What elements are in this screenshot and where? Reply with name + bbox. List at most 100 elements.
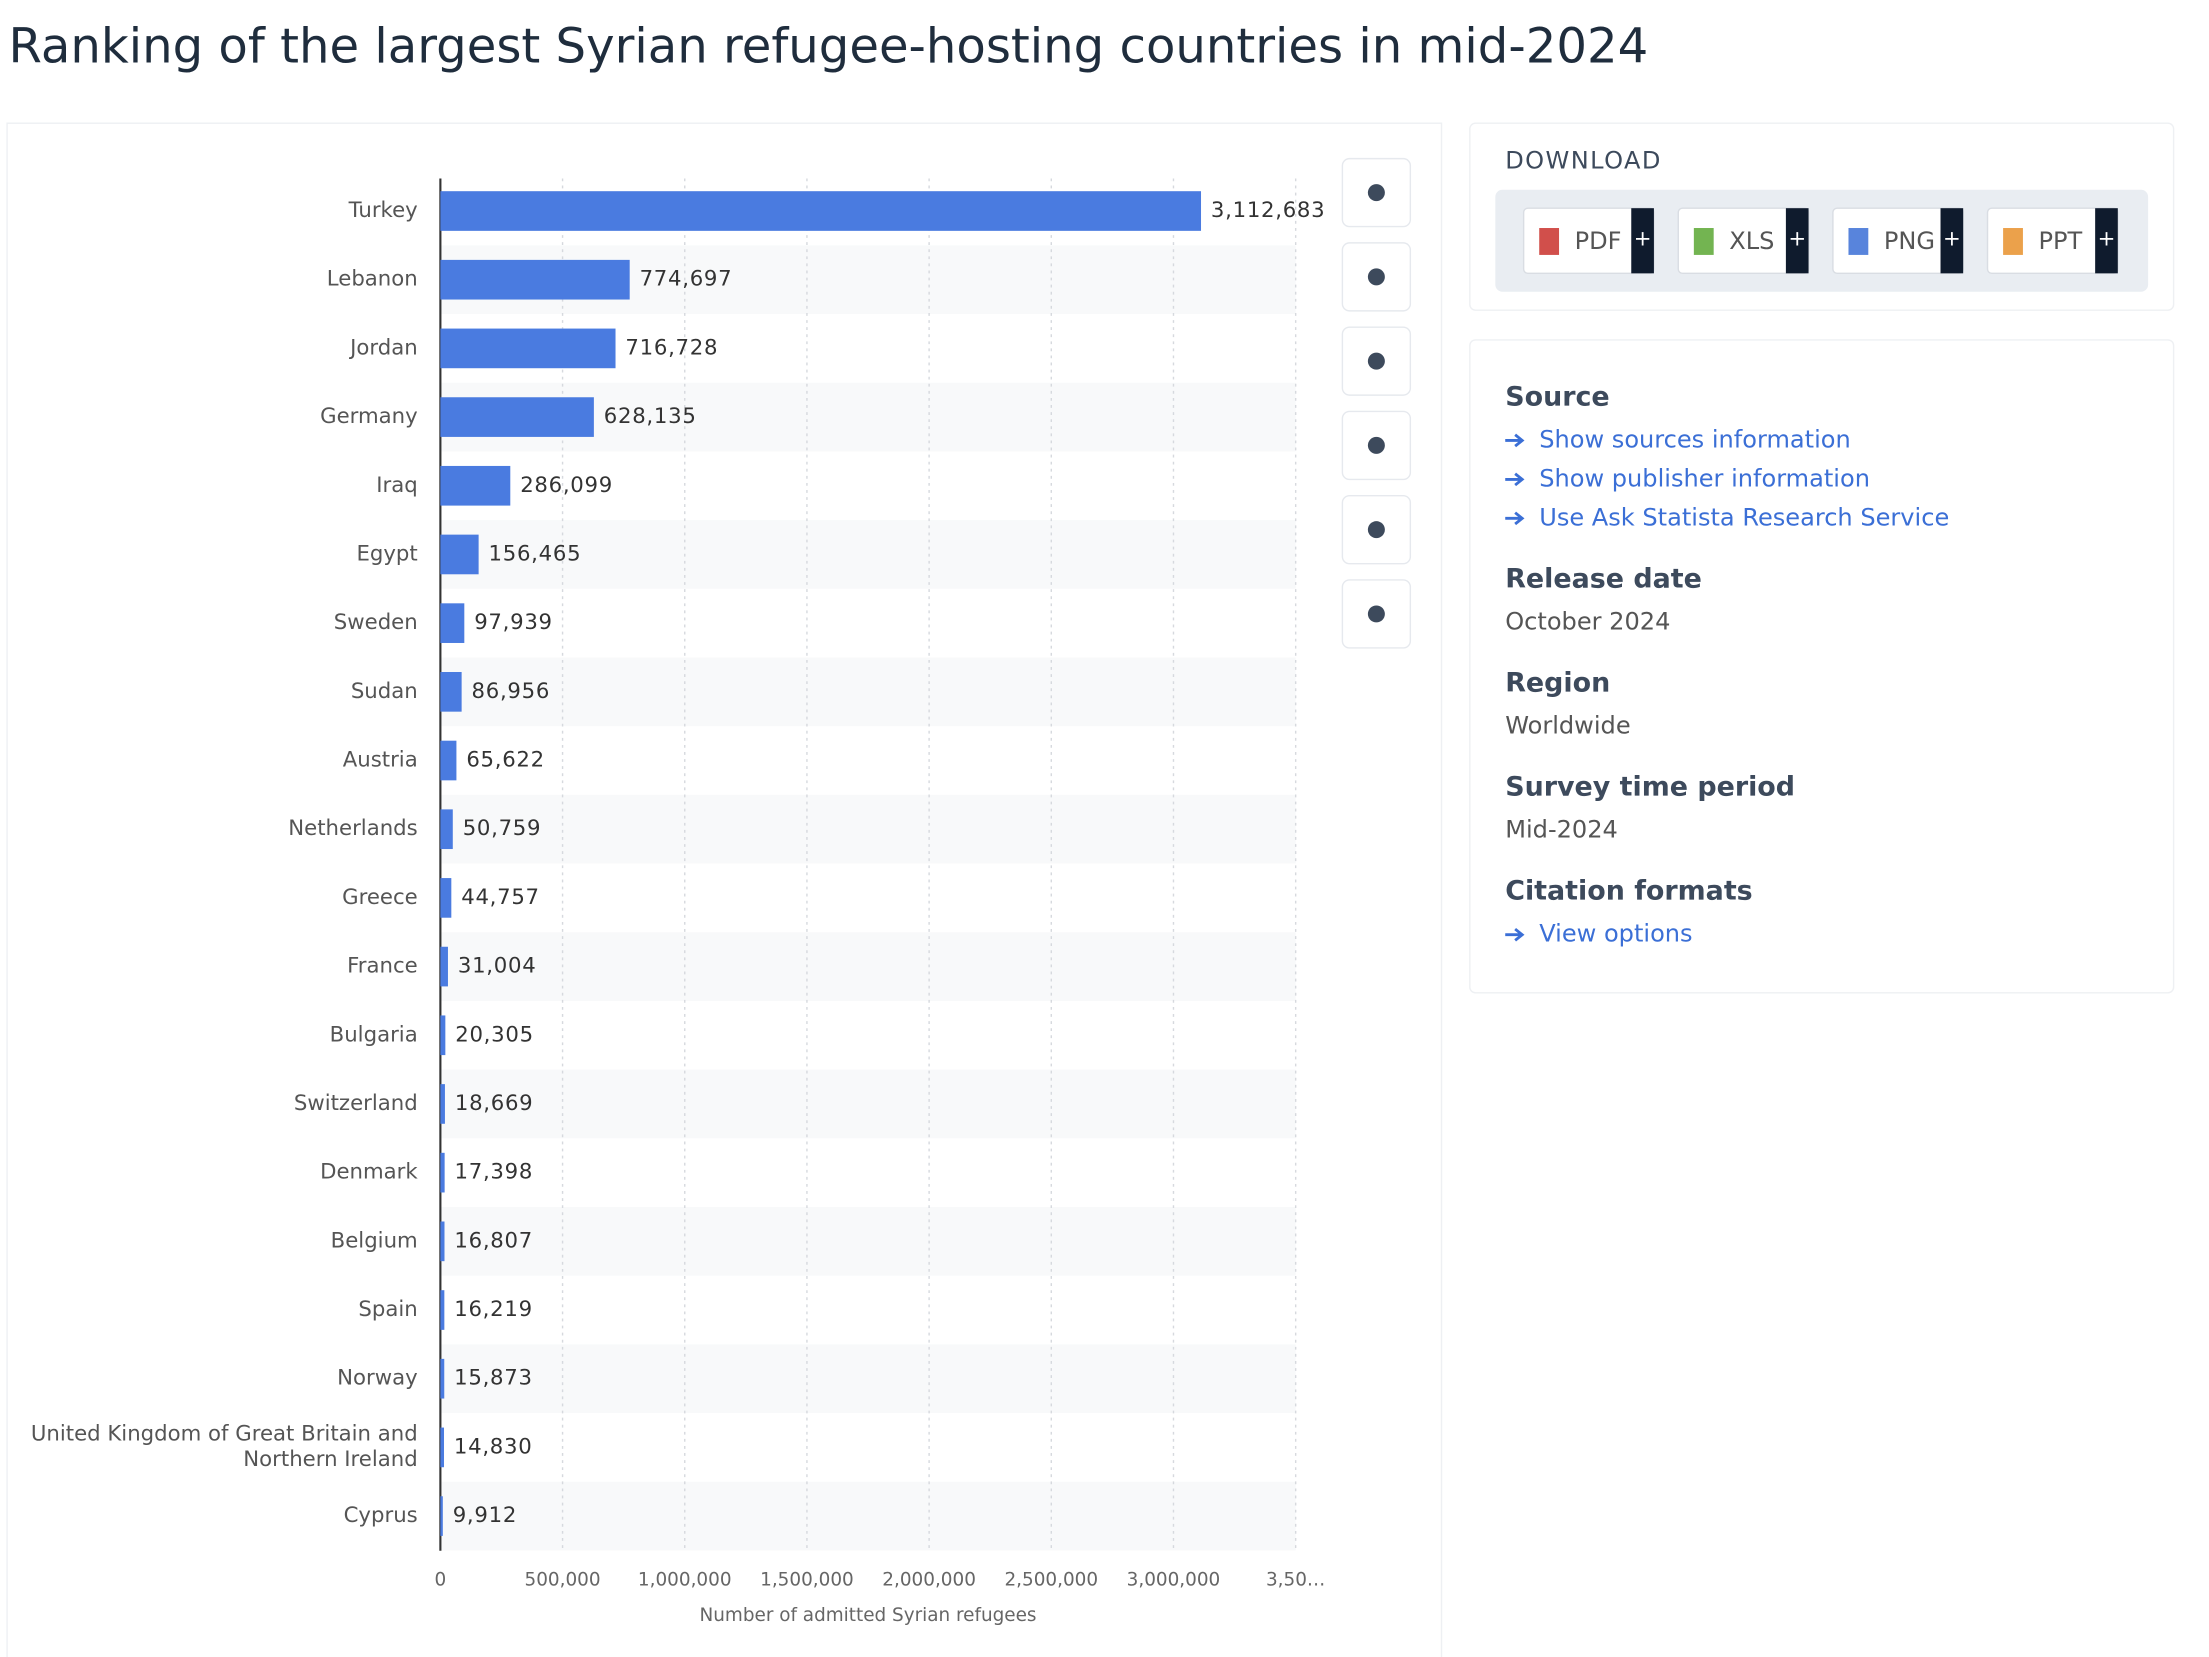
category-label: Germany xyxy=(320,404,418,429)
bar xyxy=(440,1290,445,1330)
link-arrow xyxy=(1505,511,1525,526)
detail-link[interactable]: Show sources information xyxy=(1539,425,1851,453)
detail-heading: Region xyxy=(1505,668,1610,699)
add-area xyxy=(1785,208,1809,274)
file-icon xyxy=(1848,228,1869,255)
category-label: France xyxy=(347,954,418,979)
row-stripe xyxy=(440,520,1296,589)
file-icon xyxy=(1539,228,1560,255)
category-label: Austria xyxy=(343,748,418,773)
detail-link[interactable]: View options xyxy=(1539,920,1692,948)
category-label: Sweden xyxy=(334,610,418,635)
detail-heading: Survey time period xyxy=(1505,772,1795,803)
category-label: Jordan xyxy=(348,335,418,360)
download-title: DOWNLOAD xyxy=(1505,146,1662,174)
bar xyxy=(440,809,453,850)
details-card xyxy=(1469,339,2175,994)
value-label: 16,219 xyxy=(454,1297,533,1322)
row-stripe xyxy=(440,1069,1296,1139)
format-label: PDF xyxy=(1575,227,1622,255)
value-label: 15,873 xyxy=(454,1366,533,1391)
bar xyxy=(440,672,462,712)
category-label: Iraq xyxy=(376,473,417,498)
value-label: 18,669 xyxy=(455,1091,534,1116)
detail-heading: Release date xyxy=(1505,563,1702,594)
add-area xyxy=(2095,208,2118,274)
value-label: 31,004 xyxy=(458,954,537,979)
category-label: Bulgaria xyxy=(330,1022,418,1047)
favorite-icon xyxy=(1367,184,1385,202)
file-icon xyxy=(2003,228,2023,255)
value-label: 97,939 xyxy=(474,610,553,635)
category-label: United Kingdom of Great Britain and North… xyxy=(31,1422,418,1472)
value-label: 774,697 xyxy=(640,267,733,292)
value-label: 17,398 xyxy=(455,1160,534,1185)
category-label: Egypt xyxy=(356,541,417,566)
row-stripe xyxy=(440,932,1296,1001)
link-arrow xyxy=(1505,927,1525,942)
bar xyxy=(440,946,448,987)
category-label: Netherlands xyxy=(288,816,417,841)
detail-text: Worldwide xyxy=(1505,712,1630,740)
bar xyxy=(440,1496,443,1536)
add-sign: + xyxy=(1634,226,1652,251)
value-label: 86,956 xyxy=(472,679,551,704)
value-label: 9,912 xyxy=(453,1503,517,1528)
bar xyxy=(440,465,511,506)
x-axis-label: Number of admitted Syrian refugees xyxy=(700,1605,1037,1626)
alert-icon xyxy=(1367,268,1385,286)
row-stripe xyxy=(440,1344,1296,1414)
add-sign: + xyxy=(1788,226,1806,251)
category-label: Spain xyxy=(358,1297,417,1322)
detail-text: October 2024 xyxy=(1505,607,1670,635)
value-label: 14,830 xyxy=(454,1434,533,1459)
value-label: 156,465 xyxy=(489,541,582,566)
format-label: PNG xyxy=(1884,227,1935,255)
x-tick-label: 2,500,000 xyxy=(1004,1570,1098,1591)
value-label: 44,757 xyxy=(461,885,540,910)
bar xyxy=(440,878,452,918)
link-arrow xyxy=(1505,433,1525,448)
value-label: 20,305 xyxy=(455,1022,534,1047)
x-tick-label: 1,500,000 xyxy=(760,1570,854,1591)
detail-text: Mid-2024 xyxy=(1505,816,1618,844)
link-arrow xyxy=(1505,472,1525,487)
category-label: Belgium xyxy=(331,1228,418,1253)
x-tick-label: 0 xyxy=(435,1570,447,1591)
detail-heading: Citation formats xyxy=(1505,876,1752,907)
category-label: Switzerland xyxy=(294,1091,418,1116)
value-label: 65,622 xyxy=(466,748,545,773)
value-label: 716,728 xyxy=(625,335,718,360)
category-label: Denmark xyxy=(320,1160,418,1185)
share-icon xyxy=(1367,436,1385,454)
bar xyxy=(440,740,457,781)
bar xyxy=(440,1358,445,1399)
bar xyxy=(440,397,594,437)
settings-icon xyxy=(1367,352,1385,370)
bar xyxy=(440,191,1202,231)
x-tick-label: 3,50… xyxy=(1266,1570,1325,1591)
add-area xyxy=(1940,208,1964,274)
detail-link[interactable]: Show publisher information xyxy=(1539,464,1870,492)
row-stripe xyxy=(440,794,1296,864)
category-label: Sudan xyxy=(351,679,418,704)
category-label: Turkey xyxy=(348,198,418,223)
add-sign: + xyxy=(1943,226,1961,251)
row-stripe xyxy=(440,1481,1296,1551)
category-label: Greece xyxy=(342,885,418,910)
download-box xyxy=(1495,189,2149,292)
detail-link[interactable]: Use Ask Statista Research Service xyxy=(1539,503,1949,531)
add-area xyxy=(1631,208,1654,274)
bar xyxy=(440,603,465,643)
value-label: 628,135 xyxy=(604,404,697,429)
bar xyxy=(440,1427,445,1468)
value-label: 3,112,683 xyxy=(1211,198,1325,223)
x-tick-label: 1,000,000 xyxy=(638,1570,732,1591)
print-icon xyxy=(1367,605,1385,623)
category-label: Cyprus xyxy=(344,1503,418,1528)
bar xyxy=(440,259,630,300)
x-tick-label: 3,000,000 xyxy=(1127,1570,1221,1591)
cite-icon xyxy=(1367,521,1385,539)
